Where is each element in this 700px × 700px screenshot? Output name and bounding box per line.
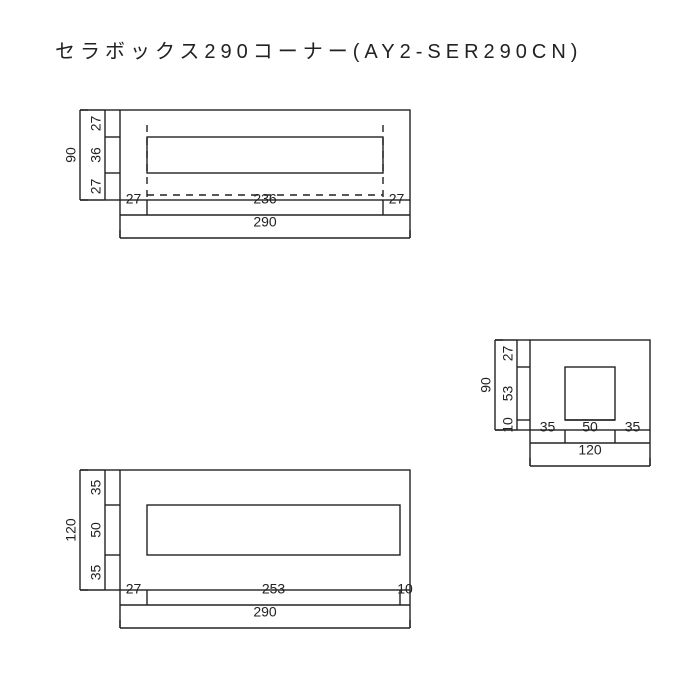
front-elevation: 27 236 27 290 27 36 27 90	[63, 110, 410, 238]
svg-text:35: 35	[88, 565, 104, 581]
svg-text:36: 36	[88, 147, 104, 163]
svg-text:120: 120	[63, 518, 79, 542]
svg-text:35: 35	[625, 419, 641, 435]
svg-text:50: 50	[88, 522, 104, 538]
svg-text:27: 27	[126, 581, 142, 597]
diagram-stage: セラボックス290コーナー(AY2-SER290CN) 272362729027…	[0, 0, 700, 700]
svg-text:27: 27	[389, 191, 405, 207]
top-plan: 2725310290355035120	[63, 470, 413, 628]
diagram-title: セラボックス290コーナー(AY2-SER290CN)	[55, 35, 582, 64]
svg-text:90: 90	[63, 147, 79, 163]
svg-text:27: 27	[500, 346, 516, 362]
svg-text:50: 50	[582, 419, 598, 435]
svg-text:35: 35	[88, 480, 104, 496]
svg-text:53: 53	[500, 386, 516, 402]
svg-text:120: 120	[578, 442, 602, 458]
svg-text:253: 253	[262, 581, 286, 597]
svg-text:27: 27	[88, 116, 104, 132]
svg-text:236: 236	[253, 191, 277, 207]
svg-text:290: 290	[253, 214, 277, 230]
diagram-svg: 2723627290273627902725310290355035120355…	[0, 0, 700, 700]
svg-text:90: 90	[478, 377, 494, 393]
svg-text:35: 35	[540, 419, 556, 435]
svg-text:27: 27	[88, 179, 104, 195]
svg-text:27: 27	[126, 191, 142, 207]
svg-text:290: 290	[253, 604, 277, 620]
side-elevation: 35503512027531090	[478, 340, 650, 466]
